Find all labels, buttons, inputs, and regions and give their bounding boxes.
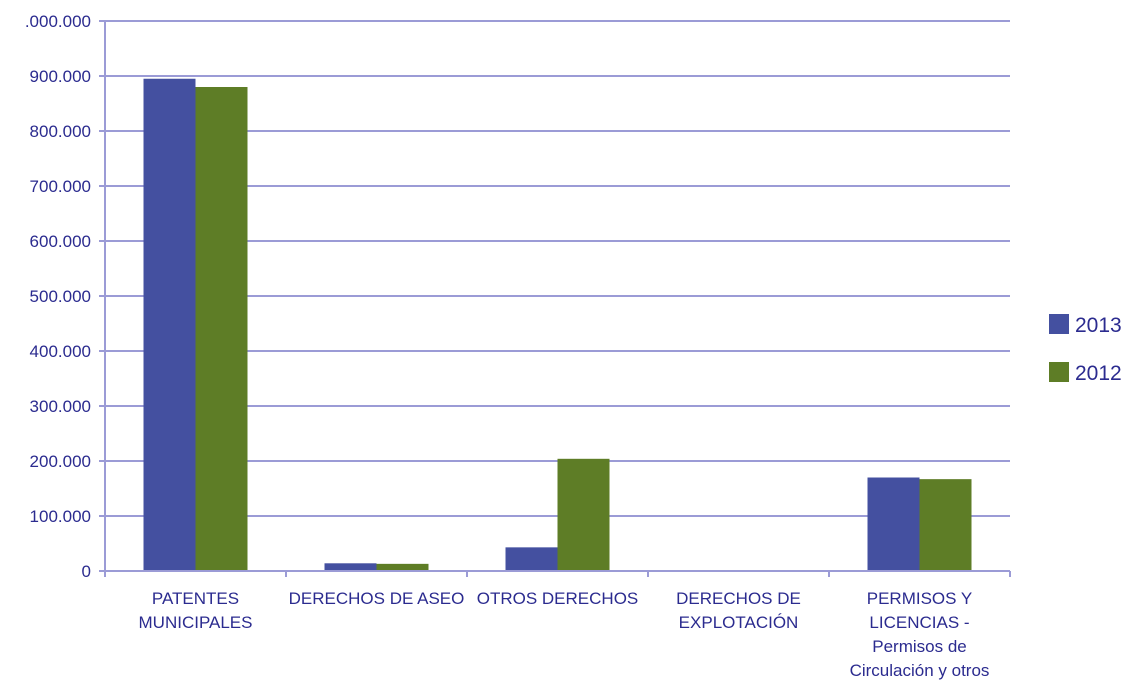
bar-2013-2	[505, 547, 558, 571]
x-axis: PATENTES MUNICIPALES DERECHOS DE ASEO OTROS…	[104, 570, 1011, 680]
x-category-label: PERMISOS Y	[867, 589, 973, 608]
x-category-label: EXPLOTACIÓN	[679, 613, 799, 632]
bar-2013-0	[143, 78, 196, 571]
x-category-label: DERECHOS DE ASEO	[289, 589, 465, 608]
x-category-label: LICENCIAS -	[869, 613, 969, 632]
y-tick-label: 600.000	[30, 232, 91, 251]
y-tick-label: 900.000	[30, 67, 91, 86]
x-category-label: PATENTES	[152, 589, 239, 608]
bar-2013-4	[867, 477, 920, 571]
x-category-label: MUNICIPALES	[139, 613, 253, 632]
bar-2012-4	[919, 479, 972, 571]
legend-swatch-2013	[1049, 314, 1069, 334]
bars	[143, 78, 972, 571]
y-tick-label: 0	[82, 562, 91, 581]
y-tick-label: 300.000	[30, 397, 91, 416]
y-tick-label: .000.000	[25, 12, 91, 31]
y-tick-label: 100.000	[30, 507, 91, 526]
legend: 2013 2012	[1049, 314, 1122, 385]
y-tick-label: 700.000	[30, 177, 91, 196]
bar-2012-2	[557, 458, 610, 571]
y-tick-label: 800.000	[30, 122, 91, 141]
y-axis-ticks: 0 100.000 200.000 300.000 400.000 500.000 600.…	[25, 12, 106, 581]
y-tick-label: 500.000	[30, 287, 91, 306]
bar-2013-1	[324, 563, 377, 571]
x-category-label: DERECHOS DE	[676, 589, 801, 608]
y-tick-label: 200.000	[30, 452, 91, 471]
bar-2012-0	[195, 87, 248, 571]
x-category-label: Circulación y otros	[850, 661, 990, 680]
gridlines	[105, 20, 1010, 517]
legend-swatch-2012	[1049, 362, 1069, 382]
y-tick-label: 400.000	[30, 342, 91, 361]
legend-label-2012: 2012	[1075, 362, 1122, 385]
legend-label-2013: 2013	[1075, 314, 1122, 337]
x-category-label: Permisos de	[872, 637, 966, 656]
x-category-label: OTROS DERECHOS	[477, 589, 639, 608]
bar-2012-1	[376, 563, 429, 571]
